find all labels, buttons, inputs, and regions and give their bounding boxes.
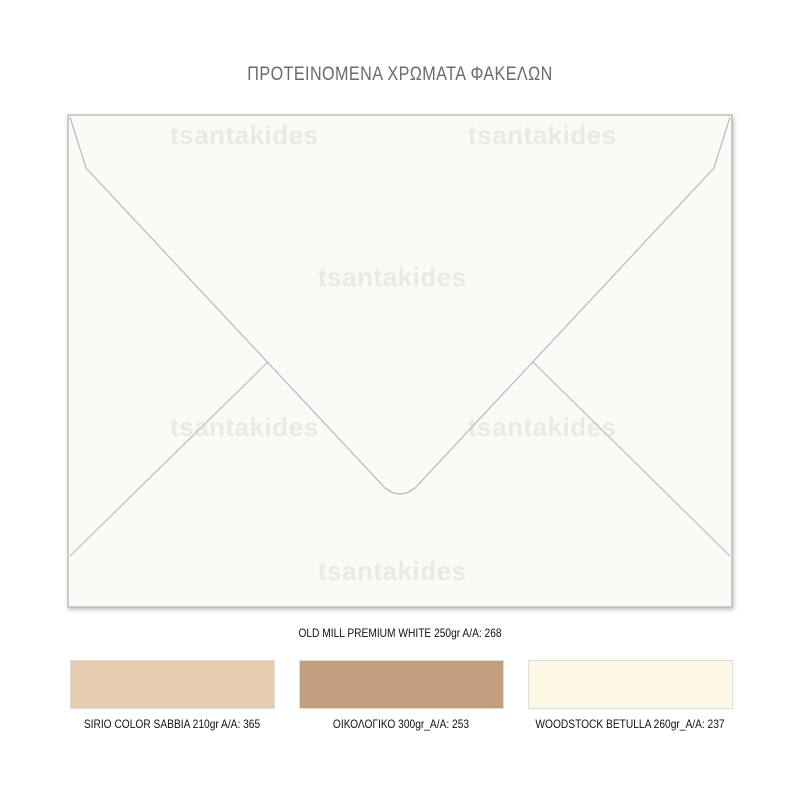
watermark: tsantakides [468,120,617,150]
swatch-label: WOODSTOCK BETULLA 260gr_A/A: 237 [535,717,725,731]
envelope-left-fold [69,361,269,557]
swatch-woodstock-betulla [528,660,733,709]
watermark: tsantakides [318,262,467,292]
watermark: tsantakides [170,412,319,442]
swatch-sirio-sabbia [70,660,275,709]
watermark: tsantakides [318,556,467,586]
main-envelope-label: OLD MILL PREMIUM WHITE 250gr A/A: 268 [298,626,502,640]
swatch-label: ΟΙΚΟΛΟΓΙΚΟ 300gr_A/A: 253 [332,717,470,731]
swatch-oikologiko [299,660,504,709]
swatch-label: SIRIO COLOR SABBIA 210gr A/A: 365 [83,717,261,731]
watermark: tsantakides [468,412,617,442]
envelope-body [67,114,733,608]
envelope-flap [69,116,731,495]
page-title: ΠΡΟΤΕΙΝΟΜΕΝΑ ΧΡΩΜΑΤΑ ΦΑΚΕΛΩΝ [247,64,553,85]
watermark: tsantakides [170,120,319,150]
envelope-right-fold [532,361,731,557]
